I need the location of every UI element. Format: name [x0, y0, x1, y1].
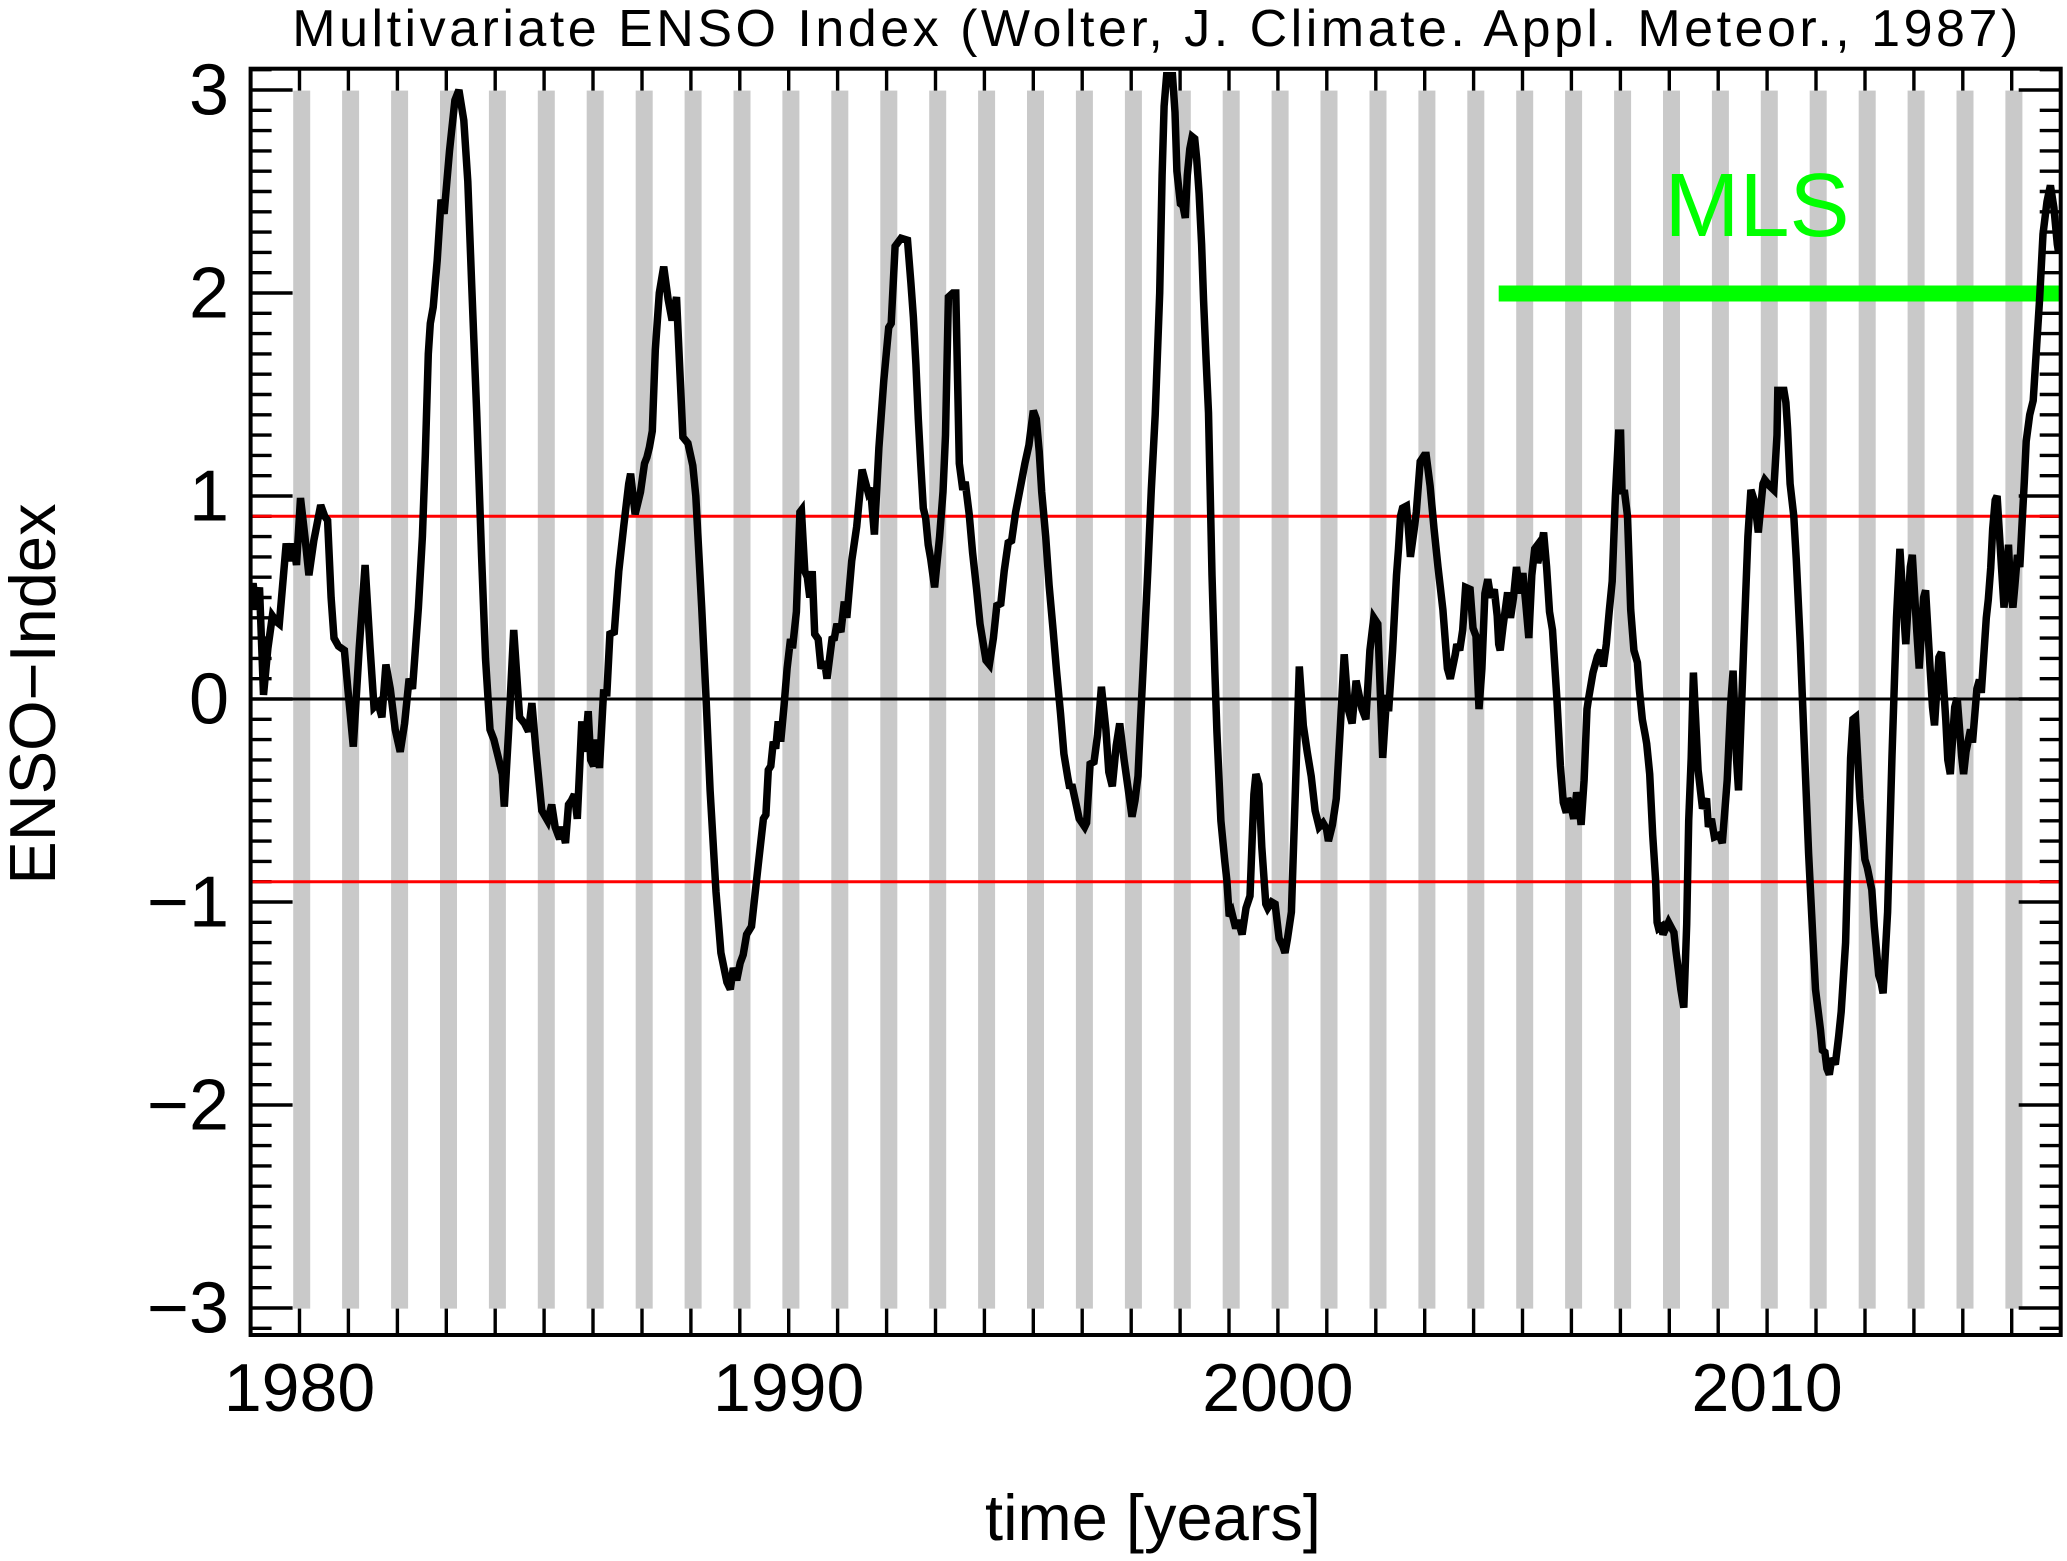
- svg-text:3: 3: [189, 51, 229, 131]
- svg-text:Multivariate ENSO Index (Wolte: Multivariate ENSO Index (Wolter, J. Clim…: [292, 0, 2021, 58]
- svg-text:2: 2: [189, 254, 229, 334]
- svg-text:MLS: MLS: [1664, 156, 1849, 256]
- svg-text:−2: −2: [147, 1066, 229, 1146]
- svg-text:2000: 2000: [1202, 1350, 1353, 1426]
- svg-text:0: 0: [189, 660, 229, 740]
- svg-text:−1: −1: [147, 863, 229, 943]
- svg-text:1980: 1980: [224, 1350, 375, 1426]
- svg-text:1: 1: [189, 457, 229, 537]
- svg-text:−3: −3: [147, 1269, 229, 1349]
- svg-text:2010: 2010: [1691, 1350, 1842, 1426]
- svg-text:ENSO−Index: ENSO−Index: [0, 503, 69, 884]
- svg-text:time [years]: time [years]: [985, 1481, 1321, 1554]
- svg-text:1990: 1990: [713, 1350, 864, 1426]
